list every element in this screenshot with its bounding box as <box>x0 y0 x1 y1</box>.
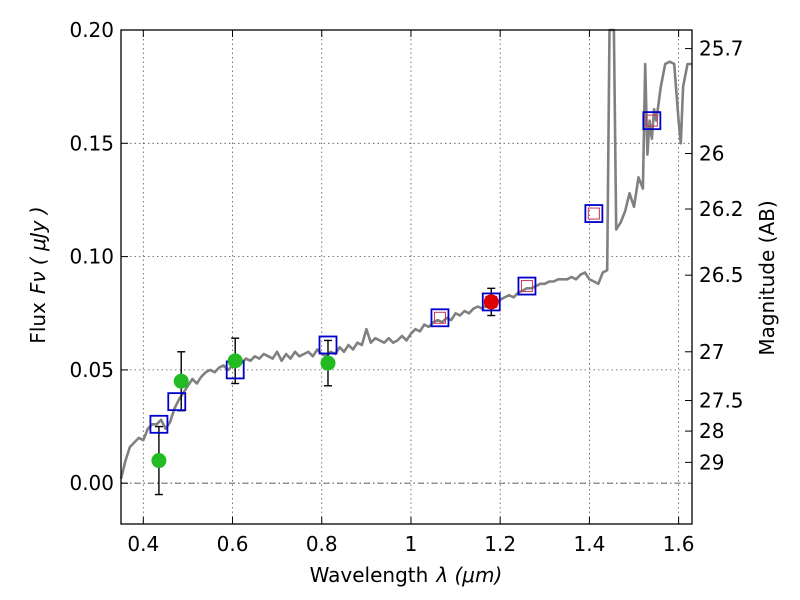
observed-point <box>151 453 167 469</box>
y-tick-label: 0.05 <box>69 358 114 382</box>
observed-point <box>227 353 243 369</box>
y2-tick-label: 28 <box>699 419 724 443</box>
x-tick-label: 0.6 <box>217 532 249 556</box>
y2-tick-label: 25.7 <box>699 37 744 61</box>
y-tick-label: 0.00 <box>69 471 114 495</box>
x-axis-ticks: 0.4 0.6 0.8 1 1.2 1.4 1.6 <box>127 30 695 556</box>
model-square <box>584 204 604 223</box>
observed-point <box>483 294 499 310</box>
y-tick-label: 0.10 <box>69 245 114 269</box>
y2-axis-label: Magnitude (AB) <box>755 200 779 355</box>
model-square <box>318 335 338 355</box>
observed-point <box>173 373 189 389</box>
y2-tick-label: 26.2 <box>699 197 744 221</box>
y2-tick-label: 27 <box>699 340 724 364</box>
y-axis-label: FluxFν ( μJy ) <box>26 206 50 343</box>
grid-lines <box>121 29 692 524</box>
model-photometry-squares <box>149 111 662 434</box>
model-square <box>517 276 537 296</box>
model-square <box>642 111 662 131</box>
y2-tick-label: 26 <box>699 142 724 166</box>
x-tick-label: 1 <box>405 532 418 556</box>
y-axis-ticks: 0.00 0.05 0.10 0.15 0.20 <box>69 18 128 495</box>
model-square <box>149 414 169 434</box>
plot-frame <box>120 29 693 525</box>
model-square <box>481 292 501 312</box>
x-tick-label: 0.4 <box>127 532 159 556</box>
y-tick-label: 0.15 <box>69 131 114 155</box>
model-square <box>167 392 187 412</box>
x-tick-label: 1.4 <box>573 532 605 556</box>
upper-limit-square <box>587 207 600 220</box>
model-sed-line <box>119 28 692 480</box>
upper-limit-square <box>645 114 658 127</box>
model-sed-path <box>119 28 692 480</box>
observed-point <box>320 355 336 371</box>
y2-tick-label: 26.5 <box>699 263 744 287</box>
x-tick-label: 1.2 <box>484 532 516 556</box>
x-tick-label: 1.6 <box>663 532 695 556</box>
observed-points <box>151 294 499 469</box>
model-square <box>430 308 450 328</box>
y2-axis-ticks: 25.7 26 26.2 26.5 27 27.5 28 29 <box>685 37 744 474</box>
y2-tick-label: 29 <box>699 450 724 474</box>
upper-limit-square <box>520 280 533 293</box>
x-tick-label: 0.8 <box>306 532 338 556</box>
y2-tick-label: 27.5 <box>699 389 744 413</box>
upper-limit-square <box>433 311 446 324</box>
y-tick-label: 0.20 <box>69 18 114 42</box>
x-axis-label: Wavelength λ (μm) <box>310 563 503 587</box>
